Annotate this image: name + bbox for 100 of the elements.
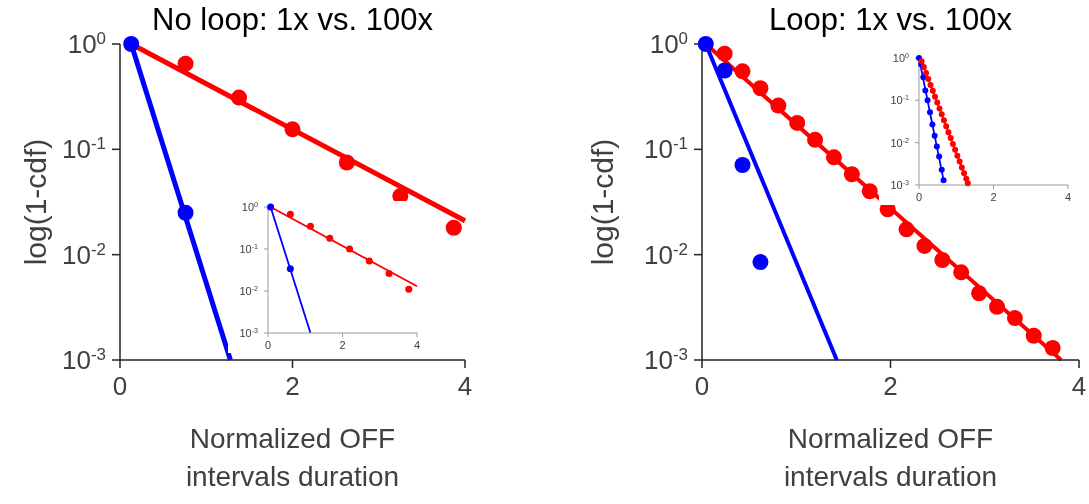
- point: [1044, 340, 1061, 356]
- point: [933, 143, 940, 150]
- point: [770, 97, 787, 114]
- y-tick-label: 10$^{-1}$: [62, 133, 106, 165]
- point: [922, 87, 929, 94]
- point: [716, 45, 733, 62]
- x-tick-label: 0: [112, 370, 128, 401]
- x-tick-label: 2: [990, 191, 997, 204]
- point: [923, 70, 930, 77]
- point: [936, 153, 943, 160]
- x-tick-label: 2: [339, 339, 346, 352]
- chart-title: No loop: 1x vs. 100x: [151, 2, 434, 38]
- x-tick-label: 2: [883, 370, 898, 401]
- point: [843, 166, 860, 183]
- y-tick-label: 10$^{-1}$: [890, 94, 910, 107]
- point: [934, 252, 951, 268]
- point: [346, 245, 354, 253]
- y-tick-label: 10$^{0}$: [892, 51, 910, 64]
- point: [958, 164, 965, 171]
- y-tick-label: 10$^{-3}$: [644, 344, 688, 376]
- y-tick-label: 10$^{-1}$: [644, 133, 688, 165]
- x-tick-label: 0: [264, 339, 272, 352]
- point: [177, 55, 194, 72]
- point: [947, 134, 954, 141]
- point: [916, 237, 933, 254]
- y-tick-label: 10$^{-3}$: [62, 344, 106, 376]
- point: [940, 117, 947, 124]
- y-tick-label: 10$^{0}$: [241, 200, 259, 213]
- point: [1006, 310, 1023, 327]
- point: [964, 180, 971, 187]
- point: [734, 157, 751, 173]
- point: [326, 234, 334, 242]
- point: [936, 105, 943, 112]
- point: [716, 62, 733, 79]
- point: [825, 149, 842, 166]
- point: [286, 265, 294, 273]
- point: [267, 203, 275, 211]
- x-tick-label: 4: [1064, 191, 1072, 204]
- point: [123, 36, 140, 52]
- point: [231, 89, 248, 106]
- point: [954, 152, 961, 159]
- y-axis-title: log(1-cdf): [585, 138, 619, 266]
- x-axis-title: Normalized OFF intervals duration: [185, 423, 400, 492]
- point: [925, 75, 932, 82]
- point: [927, 82, 934, 89]
- point: [934, 99, 941, 106]
- y-tick-label: 10$^{-3}$: [239, 326, 259, 339]
- x-tick-label: 4: [413, 339, 421, 352]
- point: [932, 93, 939, 100]
- x-tick-label: 0: [694, 370, 710, 401]
- point: [284, 121, 301, 138]
- point: [177, 204, 194, 221]
- point: [286, 210, 294, 218]
- x-tick-label: 2: [285, 370, 300, 401]
- y-axis-title: log(1-cdf): [18, 138, 52, 266]
- point: [807, 131, 824, 148]
- point: [445, 219, 462, 236]
- point: [929, 121, 936, 128]
- point: [734, 63, 751, 80]
- point: [405, 285, 413, 293]
- y-tick-label: 10$^{0}$: [649, 28, 688, 60]
- y-tick-label: 10$^{-2}$: [62, 239, 106, 270]
- point: [926, 109, 933, 116]
- point: [938, 166, 945, 173]
- y-tick-label: 10$^{-2}$: [890, 136, 910, 149]
- point: [931, 132, 938, 139]
- point: [929, 87, 936, 94]
- point: [989, 298, 1005, 315]
- point: [956, 158, 963, 165]
- point: [961, 170, 968, 177]
- point: [861, 183, 878, 200]
- point: [752, 80, 769, 97]
- point: [938, 111, 945, 118]
- point: [697, 36, 714, 52]
- x-axis-title: Normalized OFF intervals duration: [783, 423, 998, 492]
- point: [338, 154, 355, 171]
- y-tick-label: 10$^{0}$: [67, 28, 106, 60]
- point: [952, 146, 959, 153]
- point: [940, 177, 947, 184]
- point: [943, 123, 950, 130]
- point: [924, 97, 931, 104]
- point: [1025, 327, 1042, 344]
- point: [385, 270, 393, 278]
- point: [971, 285, 988, 302]
- point: [789, 114, 806, 131]
- y-tick-label: 10$^{-2}$: [644, 239, 688, 270]
- x-tick-label: 4: [1071, 370, 1087, 401]
- point: [953, 264, 970, 281]
- x-tick-label: 4: [457, 370, 473, 401]
- point: [949, 141, 956, 147]
- y-tick-label: 10$^{-1}$: [239, 242, 259, 255]
- point: [306, 222, 314, 230]
- x-tick-label: 0: [915, 191, 923, 204]
- chart-title: Loop: 1x vs. 100x: [768, 2, 1013, 38]
- point: [945, 129, 952, 136]
- y-tick-label: 10$^{-2}$: [239, 284, 259, 297]
- point: [752, 254, 769, 271]
- point: [898, 221, 915, 238]
- y-tick-label: 10$^{-3}$: [890, 178, 910, 191]
- point: [365, 257, 373, 265]
